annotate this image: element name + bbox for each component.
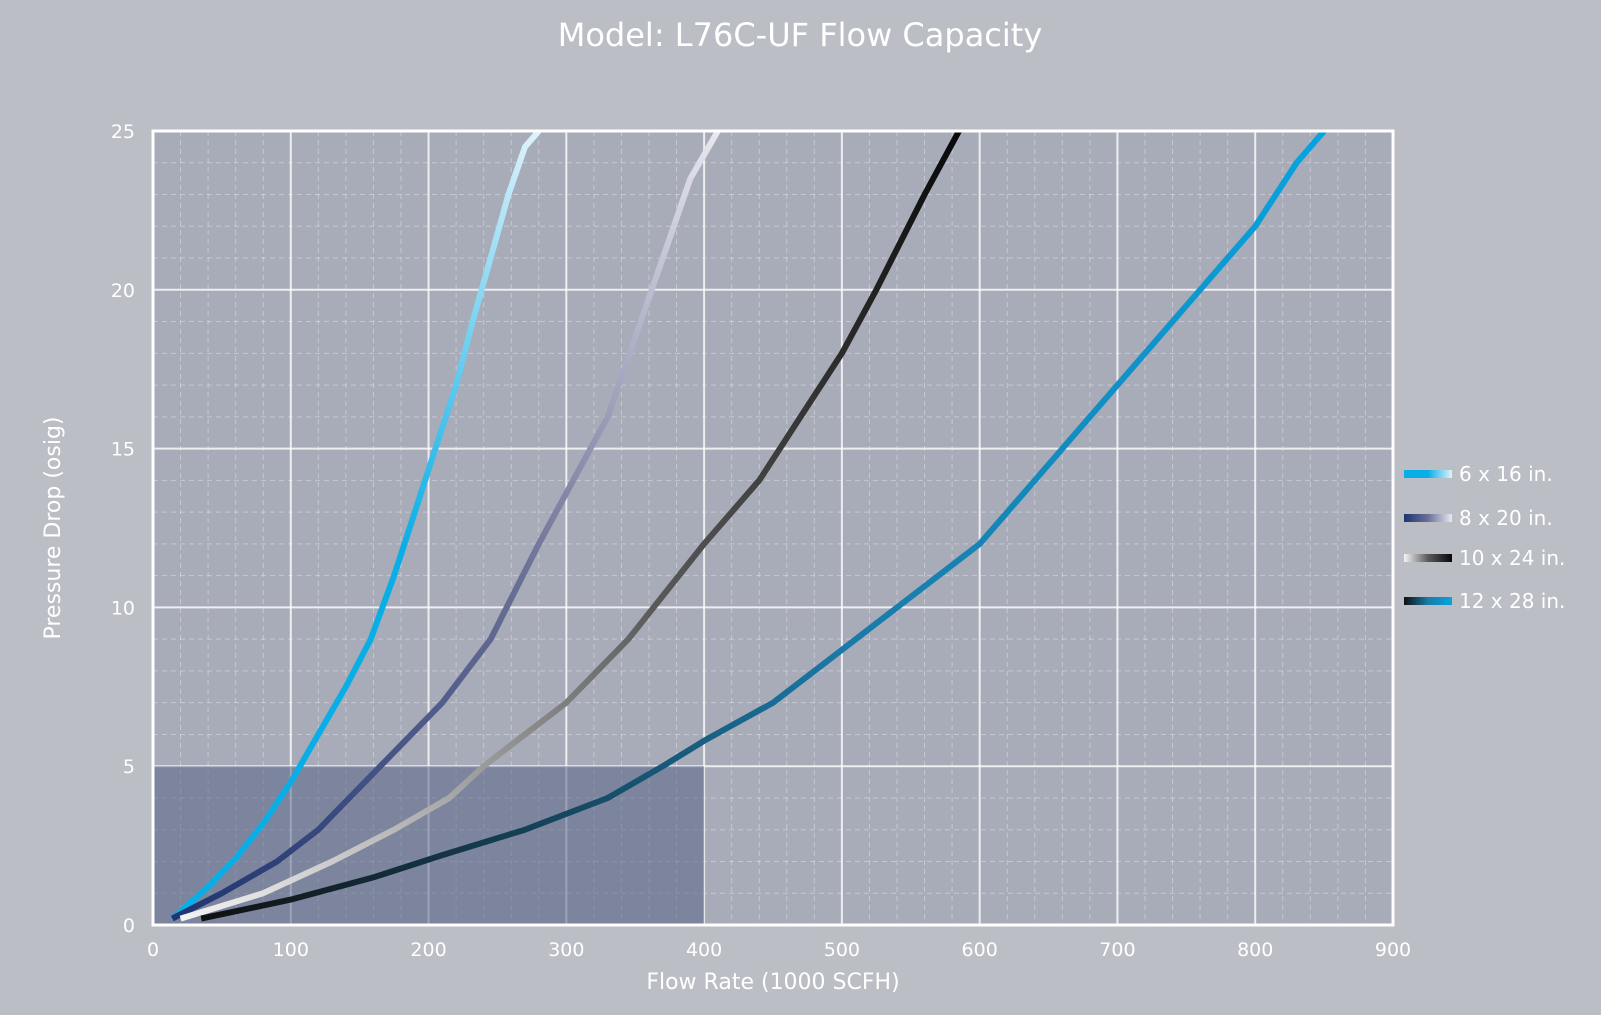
legend-label: 12 x 28 in. (1459, 589, 1565, 613)
y-tick-label: 20 (111, 280, 135, 302)
y-axis-ticks: 0 5 10 15 20 25 (111, 121, 135, 937)
series-line-1 (170, 129, 542, 921)
x-axis-ticks: 0 100 200 300 400 500 600 700 800 900 (147, 939, 1411, 961)
legend: 6 x 16 in. 8 x 20 in. 10 x 24 in. 12 x 28 i… (1404, 462, 1565, 613)
x-axis-title: Flow Rate (1000 SCFH) (646, 970, 899, 995)
y-tick-label: 10 (111, 597, 135, 619)
x-tick-label: 600 (962, 939, 998, 961)
x-tick-label: 400 (686, 939, 722, 961)
x-tick-label: 100 (273, 939, 309, 961)
series-lines (170, 129, 1327, 922)
major-grid (153, 131, 1393, 925)
y-tick-label: 5 (123, 756, 135, 778)
legend-swatch (1404, 470, 1452, 478)
legend-label: 6 x 16 in. (1459, 462, 1553, 486)
legend-swatch (1404, 554, 1452, 562)
legend-swatch (1404, 514, 1452, 522)
x-tick-label: 700 (1099, 939, 1135, 961)
series-line-4 (200, 129, 1327, 922)
x-tick-label: 0 (147, 939, 159, 961)
y-tick-label: 25 (111, 121, 135, 143)
series-line-2 (170, 129, 721, 922)
x-tick-label: 200 (410, 939, 446, 961)
legend-label: 8 x 20 in. (1459, 506, 1553, 530)
legend-swatch (1404, 597, 1452, 605)
x-tick-label: 300 (548, 939, 584, 961)
y-tick-label: 15 (111, 439, 135, 461)
x-tick-label: 500 (824, 939, 860, 961)
x-tick-label: 900 (1375, 939, 1411, 961)
series-line-3 (179, 129, 962, 922)
legend-label: 10 x 24 in. (1459, 546, 1565, 570)
y-tick-label: 0 (123, 915, 135, 937)
plot-border (151, 129, 1395, 927)
y-axis-title: Pressure Drop (osig) (41, 416, 66, 639)
x-tick-label: 800 (1237, 939, 1273, 961)
chart-title: Model: L76C-UF Flow Capacity (558, 16, 1043, 54)
